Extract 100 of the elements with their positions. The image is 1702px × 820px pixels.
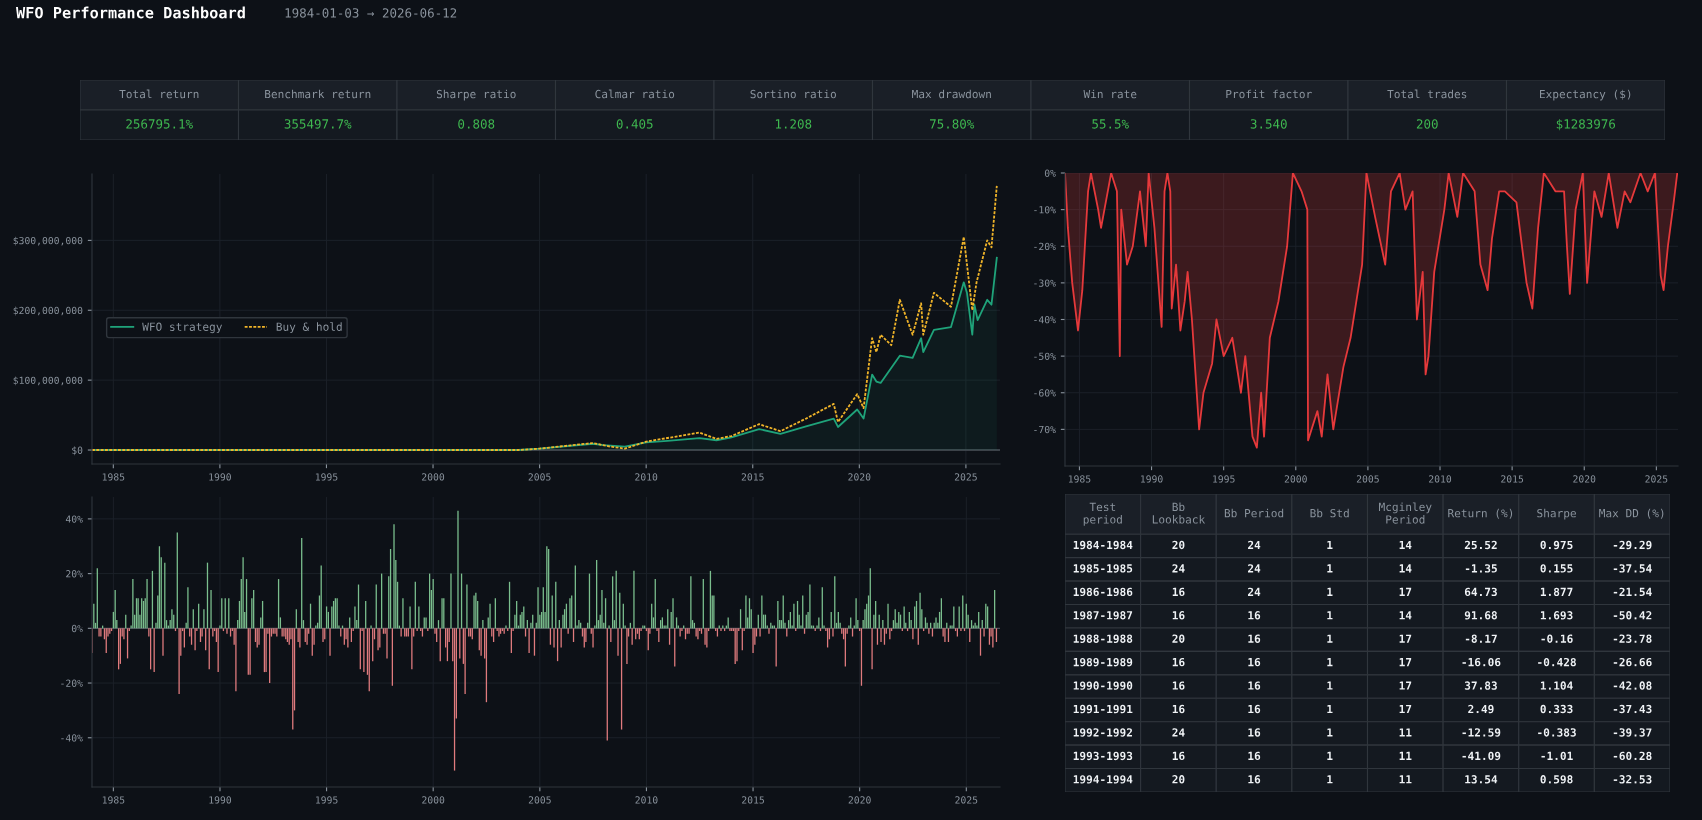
category-label: Profit factor [1226, 89, 1312, 99]
x-tick-label: 2010 [635, 796, 658, 804]
text: WFO Performance Dashboard [16, 6, 245, 19]
text: 20 [1172, 634, 1185, 643]
text: -23.78 [1613, 634, 1652, 643]
y-tick-label: -40% [61, 734, 83, 742]
y-tick-label: -50% [1034, 352, 1056, 360]
text: 16 [1248, 611, 1261, 620]
text: 11 [1399, 728, 1412, 737]
text: 20 [1172, 540, 1185, 550]
text: 64.73 [1464, 587, 1497, 597]
category-label: Expectancy ($) [1539, 89, 1631, 101]
text: 1 [1327, 704, 1333, 714]
y-tick-label: -70% [1034, 425, 1056, 434]
x-tick-label: 2020 [1573, 475, 1596, 483]
text: 1993-1993 [1073, 751, 1133, 761]
text: -0.383 [1538, 728, 1576, 737]
y-tick-label: -30% [1034, 279, 1056, 287]
text: 11 [1399, 751, 1412, 760]
text: 16 [1172, 751, 1185, 761]
category-label: Sharpe [1537, 508, 1576, 520]
text: 17 [1399, 704, 1412, 714]
text: 24 [1248, 587, 1261, 596]
text: 13.54 [1465, 775, 1498, 784]
text: 0.975 [1540, 540, 1573, 550]
text: 16 [1248, 704, 1261, 714]
text: 1.693 [1540, 611, 1573, 620]
text: 1 [1327, 681, 1333, 690]
category-label: Calmar ratio [595, 89, 675, 99]
text: 75.80% [930, 119, 975, 129]
x-tick-label: 2005 [528, 796, 551, 804]
text: 1991-1991 [1073, 704, 1133, 714]
y-tick-label: 0% [71, 624, 83, 633]
x-tick-label: 2025 [955, 796, 978, 804]
x-tick-label: 2025 [954, 473, 977, 481]
text: 1984-1984 [1073, 540, 1133, 550]
y-tick-label: -20% [61, 679, 83, 687]
x-tick-label: 1995 [316, 796, 338, 804]
text: 1 [1327, 540, 1333, 550]
text: -0.16 [1541, 634, 1573, 643]
x-tick-label: 1985 [102, 473, 125, 481]
text: 0.155 [1540, 564, 1573, 573]
x-tick-label: 2015 [1501, 475, 1524, 483]
text: 2.49 [1468, 704, 1494, 714]
x-tick-label: 1995 [315, 473, 338, 481]
x-tick-label: 1990 [1141, 475, 1163, 483]
text: 11 [1399, 775, 1412, 784]
y-tick-label: 0% [1044, 169, 1056, 177]
text: 3.540 [1250, 119, 1287, 129]
text: 0.333 [1540, 704, 1573, 714]
category-label: Mcginley Period [1379, 502, 1432, 524]
category-label: Max drawdown [912, 89, 991, 99]
text: 24 [1248, 564, 1261, 573]
x-tick-label: 2015 [741, 473, 764, 481]
text: 256795.1% [126, 119, 193, 129]
text: 1 [1327, 751, 1333, 760]
text: 1986-1986 [1073, 587, 1133, 597]
text: 16 [1172, 657, 1185, 667]
x-tick-label: 2010 [635, 473, 658, 481]
text: 1994-1994 [1073, 775, 1133, 784]
text: -21.54 [1613, 587, 1652, 597]
y-tick-label: $300,000,000 [13, 236, 83, 246]
x-tick-label: 2010 [1429, 475, 1452, 483]
category-label: Bb Period [1224, 508, 1284, 518]
y-tick-label: -40% [1034, 316, 1056, 324]
text: 200 [1416, 119, 1438, 129]
text: 1 [1327, 564, 1333, 573]
y-tick-label: 40% [65, 515, 83, 523]
text: 16 [1172, 611, 1185, 620]
text: 1990-1990 [1073, 681, 1133, 690]
text: -16.06 [1462, 657, 1501, 667]
text: 1985-1985 [1073, 564, 1133, 573]
y-tick-label: $100,000,000 [13, 376, 83, 386]
text: -29.29 [1613, 540, 1652, 550]
text: 16 [1172, 704, 1185, 714]
x-tick-label: 2020 [848, 796, 871, 804]
text: -42.08 [1613, 681, 1652, 690]
text: 55.5% [1092, 119, 1129, 129]
text: 16 [1248, 728, 1261, 737]
text: $1283976 [1556, 118, 1616, 131]
y-tick-label: -10% [1034, 206, 1056, 214]
text: 17 [1399, 634, 1412, 643]
x-tick-label: 1985 [102, 796, 125, 804]
x-tick-label: 2005 [528, 473, 551, 481]
text: 14 [1399, 611, 1412, 620]
text: 16 [1248, 751, 1261, 761]
text: 14 [1399, 540, 1412, 550]
category-label: Return (%) [1448, 508, 1513, 519]
text: 16 [1248, 657, 1261, 667]
text: 16 [1248, 634, 1261, 643]
text: -26.66 [1613, 657, 1652, 667]
text: 24 [1172, 564, 1185, 573]
x-tick-label: 2020 [848, 473, 871, 481]
x-tick-label: 2025 [1645, 475, 1668, 483]
category-label: Max DD (%) [1599, 508, 1664, 519]
text: 1 [1327, 634, 1333, 643]
text: 1.104 [1540, 681, 1573, 690]
x-tick-label: 2000 [422, 796, 445, 804]
text: 16 [1172, 681, 1185, 690]
text: 1.208 [775, 119, 812, 129]
